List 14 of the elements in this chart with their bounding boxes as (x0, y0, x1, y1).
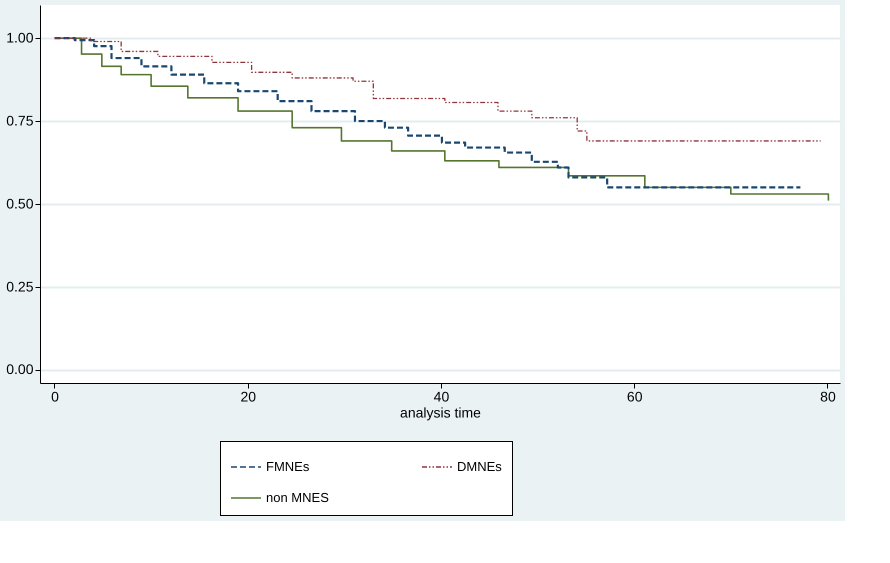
x-axis-title: analysis time (400, 404, 482, 420)
legend-label: FMNEs (266, 459, 310, 474)
legend-label: DMNEs (457, 459, 502, 474)
x-tick-label: 20 (240, 388, 256, 404)
y-tick-label: 0.75 (6, 112, 34, 129)
y-tick-label: 0.00 (6, 361, 34, 378)
x-tick-label: 80 (820, 388, 836, 404)
legend-label: non MNES (266, 490, 330, 505)
y-tick-label: 0.25 (6, 278, 34, 294)
y-tick-label: 0.50 (6, 195, 34, 212)
x-tick-label: 0 (51, 388, 60, 404)
x-tick-label: 40 (434, 388, 450, 404)
x-tick-label: 60 (626, 388, 643, 404)
y-tick-label: 1.00 (6, 30, 34, 46)
